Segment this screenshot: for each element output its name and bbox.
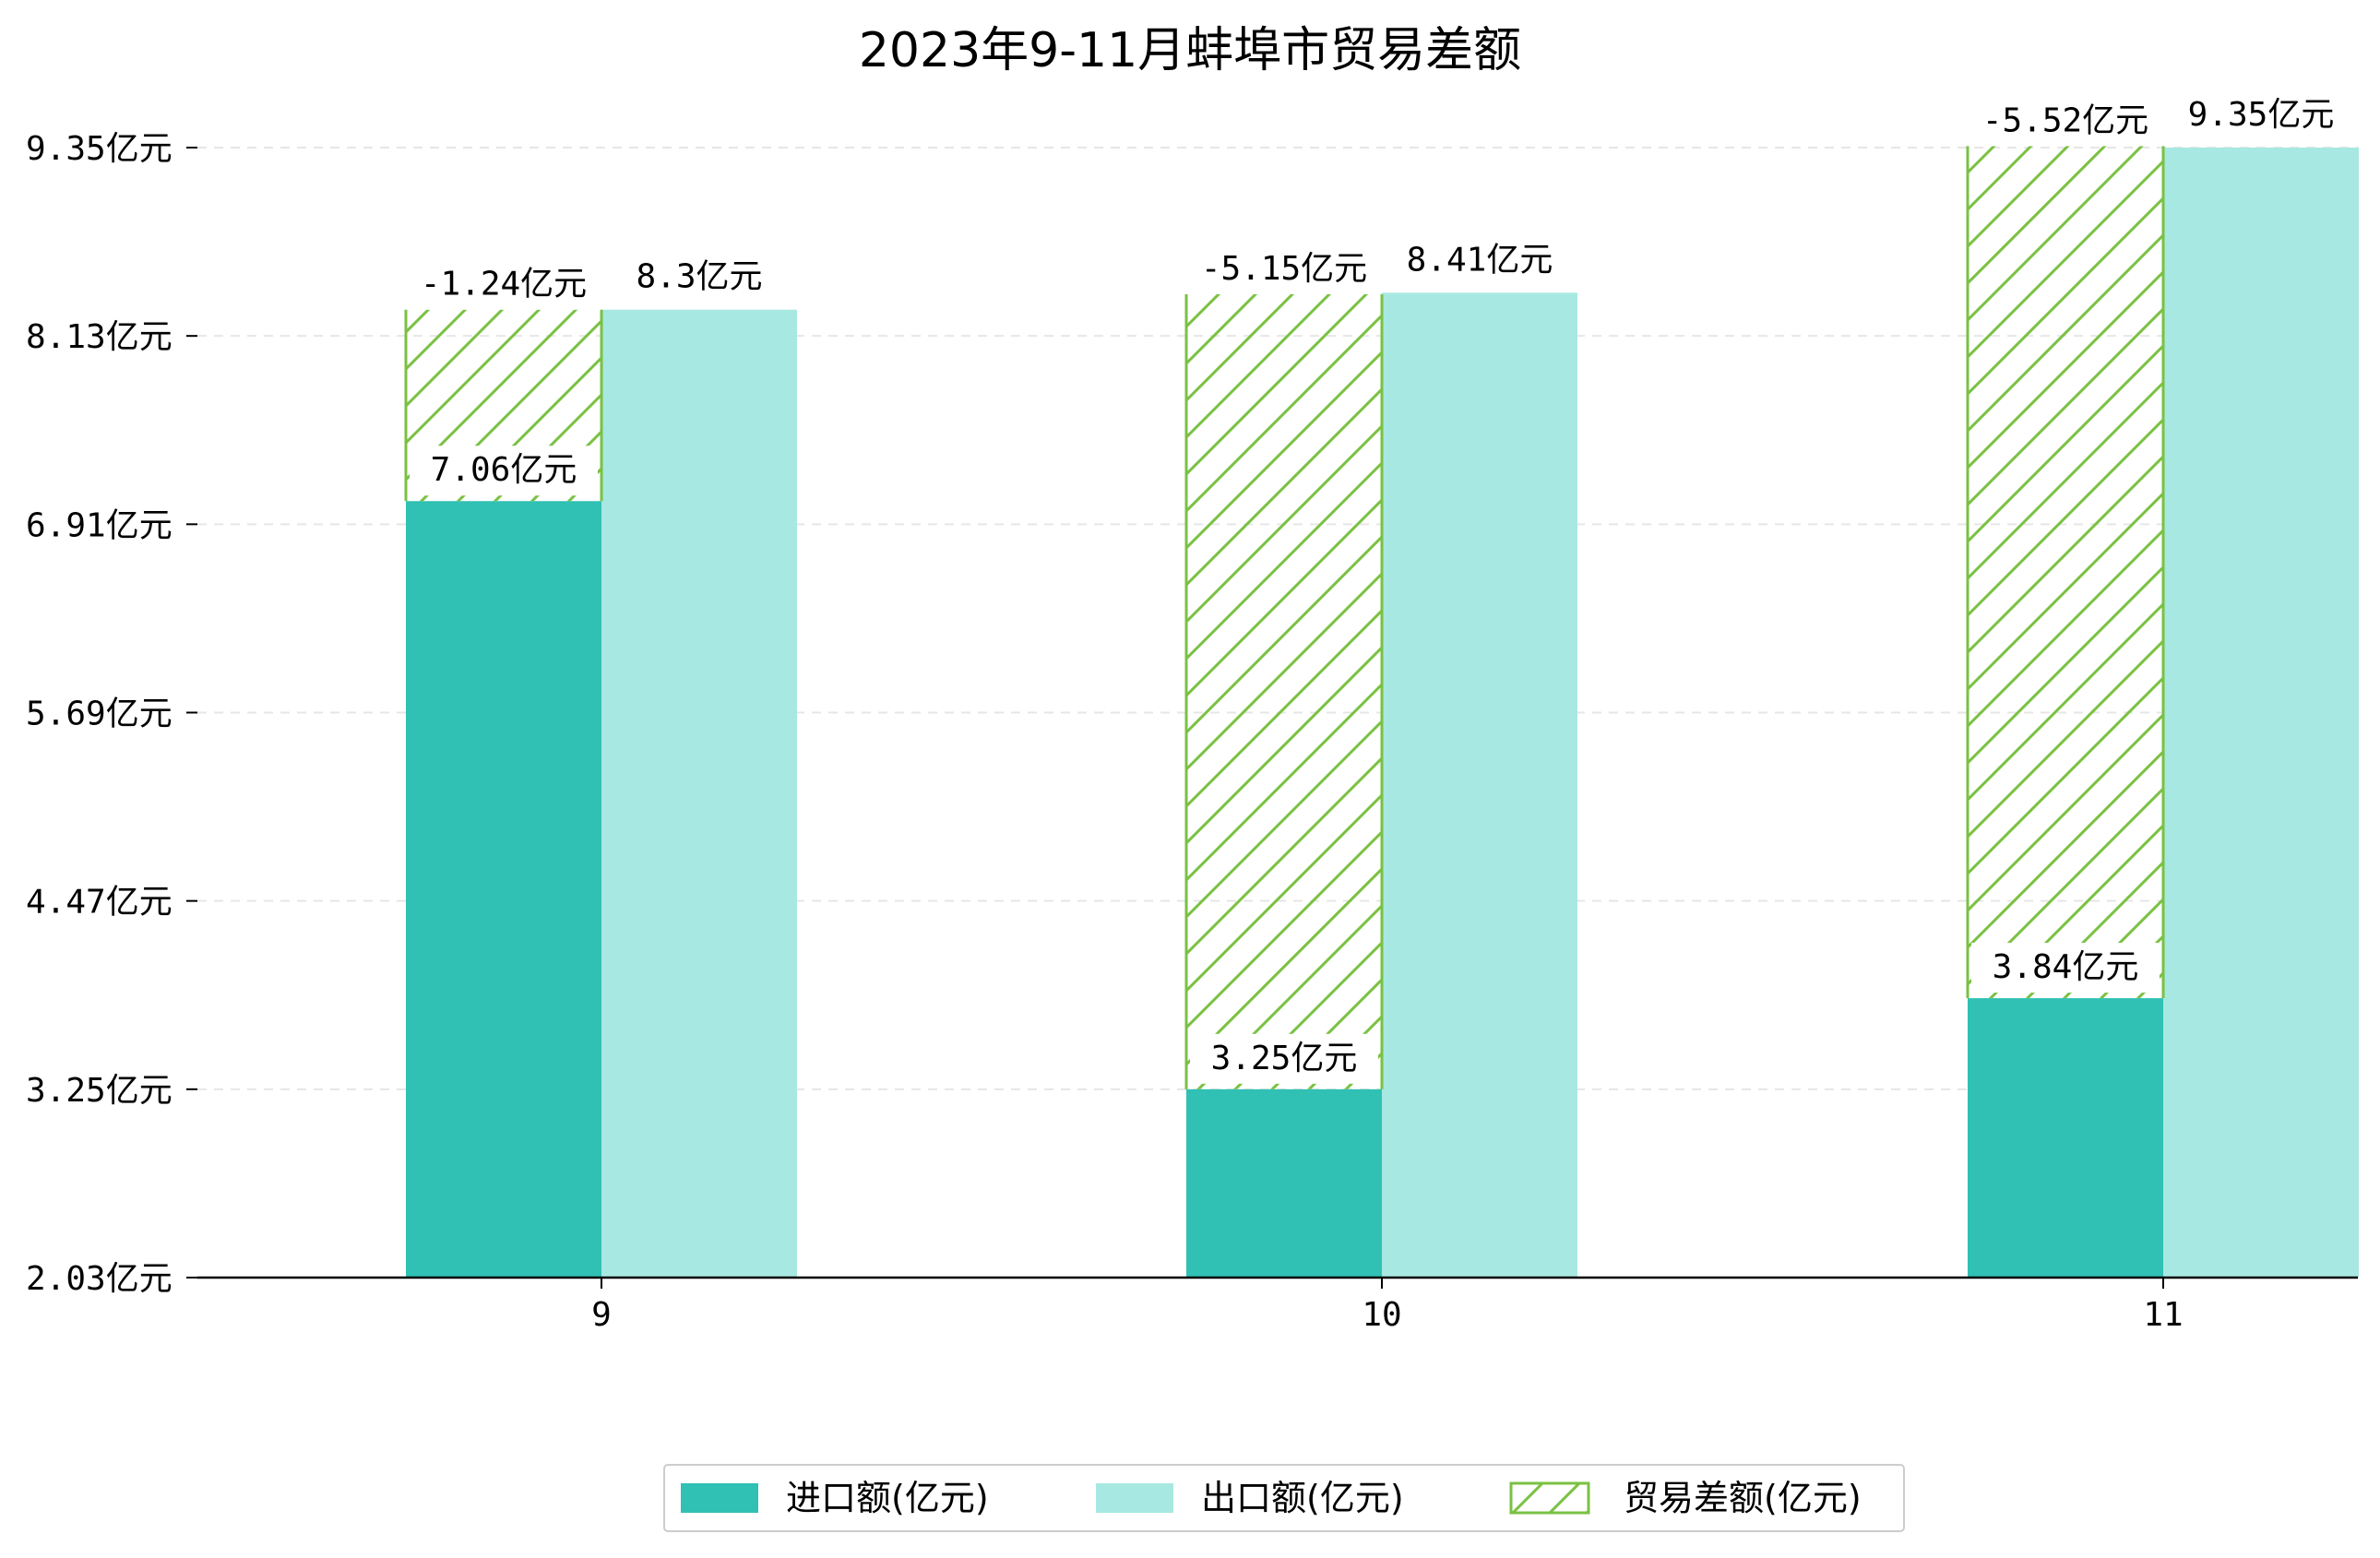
export-bar [1382,292,1577,1279]
balance-value-label: -5.52亿元 [1982,101,2148,139]
balance-value-label: -1.24亿元 [421,266,587,303]
legend: 进口额(亿元) 出口额(亿元) 贸易差额(亿元) [663,1464,1905,1532]
balance-value-label: -5.15亿元 [1201,250,1367,288]
x-tick-label: 11 [2143,1296,2183,1334]
legend-item-balance-swatch [1509,1481,1590,1515]
legend-item-export-label: 出口额(亿元) [1201,1478,1404,1518]
export-label-bg [605,252,793,303]
legend-item-import-label: 进口额(亿元) [786,1478,989,1518]
y-tick-label: 3.25亿元 [26,1072,173,1110]
balance-label-bg [1190,244,1378,294]
export-bar [601,309,797,1278]
balance-bar [1186,293,1382,1089]
export-label-bg [2167,90,2355,140]
balance-label-bg [1971,96,2160,147]
x-tick-label: 9 [591,1296,612,1334]
y-tick-label: 2.03亿元 [26,1260,173,1298]
y-tick-label: 9.35亿元 [26,130,173,168]
import-value-label: 3.25亿元 [1211,1040,1358,1077]
import-label-bg [1190,1033,1378,1084]
import-bar [406,501,601,1278]
import-value-label: 7.06亿元 [431,451,577,489]
export-value-label: 9.35亿元 [2188,96,2335,134]
legend-item-balance-label: 贸易差额(亿元) [1624,1478,1862,1518]
y-tick-label: 8.13亿元 [26,318,173,356]
bars [404,146,2359,1279]
balance-bar [1968,146,2163,999]
y-tick-label: 6.91亿元 [26,506,173,544]
import-bar [1186,1088,1382,1278]
x-tick-label: 10 [1362,1296,1401,1334]
export-value-label: 8.3亿元 [636,258,762,296]
import-value-label: 3.84亿元 [1993,948,2139,986]
export-label-bg [1386,235,1574,286]
legend-box [663,1464,1905,1532]
import-bar [1968,998,2163,1278]
data-labels: 7.06亿元 8.3亿元 -1.24亿元 3.25亿元 8.41亿元 -5.15亿元 3.8… [410,90,2355,1084]
legend-item-import-swatch [681,1483,758,1513]
y-tick-label: 5.69亿元 [26,696,173,733]
export-value-label: 8.41亿元 [1407,241,1553,279]
import-label-bg [410,446,598,496]
legend-item-export-swatch [1096,1483,1173,1513]
import-label-bg [1971,943,2160,993]
x-axis: 9 10 11 [197,1276,2358,1334]
export-bar [2163,148,2359,1278]
chart-title: 2023年9-11月蚌埠市贸易差额 [859,23,1521,78]
y-tick-label: 4.47亿元 [26,884,173,922]
y-axis: 9.35亿元 8.13亿元 6.91亿元 5.69亿元 4.47亿元 3.25亿元 2.03… [26,130,197,1298]
balance-label-bg [410,259,598,310]
